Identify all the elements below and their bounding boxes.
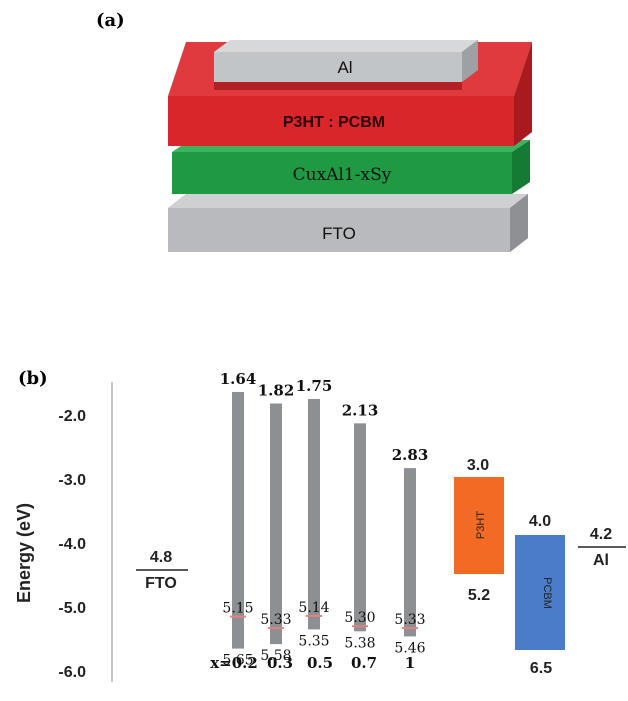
- pcbm-lumo-value: 4.0: [529, 513, 551, 530]
- bar-mid-value: 5.33: [394, 612, 425, 628]
- al-level-name: Al: [593, 552, 609, 569]
- cuxalsy-bar-group: 2.13 5.30 5.38 0.7: [342, 401, 379, 672]
- bar-bottom-value: 5.38: [344, 635, 375, 651]
- pcbm-homo-value: 6.5: [530, 660, 552, 677]
- bar-top-value: 1.75: [296, 377, 333, 395]
- y-tick-label: -6.0: [58, 664, 86, 681]
- fto-level: 4.8 FTO: [136, 549, 188, 592]
- cuxalsy-bar-group: 1.64 5.15 5.65x=0.2: [210, 370, 258, 672]
- bar-top-value: 2.83: [392, 446, 429, 464]
- composition-x-label: 1: [405, 654, 415, 672]
- bar-bottom-value: 5.46: [394, 640, 425, 656]
- bar-bottom-value: 5.35: [298, 633, 329, 649]
- cuxalsy-layer: CuxAl1-xSy: [172, 140, 530, 194]
- panel-b-label: (b): [18, 368, 48, 389]
- composition-x-label: x=0.2: [210, 654, 258, 672]
- y-tick-label: -4.0: [58, 536, 86, 553]
- al-level: 4.2 Al: [578, 526, 626, 569]
- y-axis: Energy (eV) -2.0 -3.0 -4.0 -5.0 -6.0: [14, 382, 113, 682]
- al-level-value: 4.2: [590, 526, 612, 543]
- al-layer-label: Al: [337, 58, 352, 77]
- bar-top-value: 1.64: [220, 370, 257, 388]
- fto-level-value: 4.8: [150, 549, 172, 566]
- panel-a-label: (a): [96, 10, 125, 31]
- band-bar: [308, 399, 320, 630]
- p3ht-homo-value: 5.2: [468, 587, 490, 604]
- device-stack: FTO CuxAl1-xSy P3HT : PCBM Al: [168, 40, 532, 252]
- p3ht-pcbm-layer-label: P3HT : PCBM: [283, 114, 385, 131]
- pcbm-band-name: PCBM: [541, 577, 553, 609]
- band-bar: [232, 391, 244, 649]
- p3ht-band-box: [454, 477, 504, 574]
- fto-level-name: FTO: [145, 575, 177, 592]
- cuxalsy-band-bars: 1.64 5.15 5.65x=0.2 1.82 5.33 5.580.3 1.75 5.14…: [210, 370, 428, 672]
- fto-layer-label: FTO: [322, 224, 356, 243]
- band-bar: [270, 403, 282, 645]
- p3ht-lumo-value: 3.0: [467, 457, 489, 474]
- composition-x-label: 0.7: [351, 654, 377, 672]
- bar-bottom-value: 5.65: [222, 653, 253, 669]
- y-axis-label: Energy (eV): [14, 503, 34, 603]
- band-bar: [354, 423, 366, 632]
- al-layer: Al: [214, 40, 478, 90]
- cuxalsy-bar-group: 2.83 5.33 5.461: [392, 446, 429, 672]
- cuxalsy-bar-group: 1.82 5.33 5.580.3: [258, 381, 295, 672]
- y-tick-label: -2.0: [58, 408, 86, 425]
- bar-mid-value: 5.30: [344, 610, 375, 626]
- composition-x-label: 0.5: [307, 654, 333, 672]
- bar-bottom-value: 5.58: [260, 648, 291, 664]
- bar-mid-value: 5.33: [260, 612, 291, 628]
- y-tick-label: -5.0: [58, 600, 86, 617]
- band-bar: [404, 468, 416, 637]
- p3ht-band: P3HT 3.0 5.2: [454, 457, 504, 604]
- bar-top-value: 2.13: [342, 401, 379, 419]
- cuxalsy-bar-group: 1.75 5.14 5.35 0.5: [296, 377, 333, 672]
- composition-x-label: 0.3: [267, 654, 293, 672]
- pcbm-band-box: [515, 535, 565, 650]
- fto-layer: FTO: [168, 194, 528, 252]
- bar-mid-value: 5.15: [222, 601, 253, 617]
- y-tick-labels: -2.0 -3.0 -4.0 -5.0 -6.0: [58, 408, 86, 681]
- p3ht-band-name: P3HT: [475, 511, 487, 539]
- bar-top-value: 1.82: [258, 381, 295, 399]
- pcbm-band: PCBM 4.0 6.5: [515, 513, 565, 677]
- bar-mid-value: 5.14: [298, 600, 329, 616]
- y-tick-label: -3.0: [58, 472, 86, 489]
- cuxalsy-layer-label: CuxAl1-xSy: [293, 165, 392, 185]
